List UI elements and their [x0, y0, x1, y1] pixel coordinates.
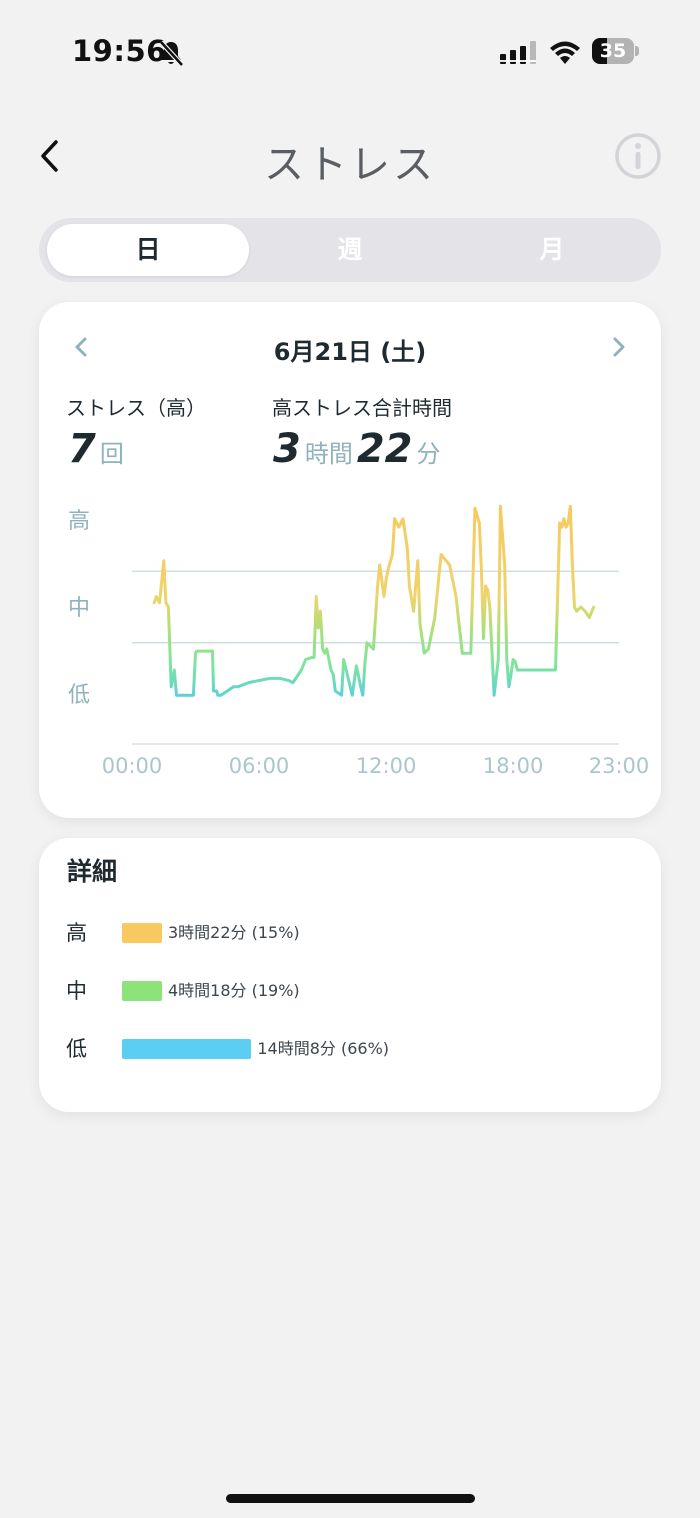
detail-row: 低 14時間8分 (66%): [39, 1034, 661, 1064]
minutes-unit: 分: [416, 440, 441, 468]
detail-bar: [122, 923, 162, 943]
detail-value: 3時間22分 (15%): [168, 923, 300, 942]
high-stress-count-label: ストレス（高）: [66, 396, 206, 420]
x-tick-label: 06:00: [229, 754, 290, 778]
detail-card: 詳細 高 3時間22分 (15%) 中 4時間18分 (19%) 低 14時間8分 (66…: [39, 838, 661, 1112]
detail-row: 高 3時間22分 (15%): [39, 918, 661, 948]
high-stress-duration: 3 時間 22 分: [273, 426, 445, 476]
x-tick-label: 12:00: [356, 754, 417, 778]
info-icon[interactable]: [614, 132, 662, 180]
count-unit: 回: [99, 440, 124, 468]
next-day-button[interactable]: [607, 332, 631, 362]
date-label: 6月21日 (土): [273, 338, 427, 366]
battery-indicator: 35: [592, 38, 639, 64]
cellular-signal-icon: [500, 41, 536, 64]
y-tick-label: 中: [68, 596, 90, 621]
hours-value: 3: [273, 426, 301, 472]
period-tabs: 日 週 月: [39, 218, 661, 282]
status-bar: 19:56 35: [0, 0, 700, 100]
detail-value: 14時間8分 (66%): [257, 1039, 390, 1058]
x-tick-label: 23:00: [589, 754, 650, 778]
detail-level-label: 低: [66, 1037, 87, 1061]
hours-unit: 時間: [304, 440, 353, 468]
stress-series-line: [152, 504, 596, 697]
home-indicator[interactable]: [226, 1494, 475, 1503]
y-tick-label: 低: [68, 683, 90, 708]
detail-row: 中 4時間18分 (19%): [39, 976, 661, 1006]
battery-level: 35: [599, 40, 627, 62]
wifi-icon: [550, 41, 580, 64]
previous-day-button[interactable]: [69, 332, 93, 362]
x-tick-label: 18:00: [483, 754, 544, 778]
minutes-value: 22: [356, 426, 413, 472]
x-tick-label: 00:00: [102, 754, 163, 778]
count-value: 7: [68, 426, 96, 472]
bell-slash-icon: [159, 40, 184, 67]
tab-month[interactable]: 月: [539, 235, 565, 264]
page-title: ストレス: [264, 142, 436, 188]
detail-value: 4時間18分 (19%): [168, 981, 300, 1000]
detail-level-label: 中: [66, 979, 87, 1003]
detail-bar: [122, 1039, 252, 1059]
back-button[interactable]: [34, 136, 70, 176]
status-time: 19:56: [72, 34, 167, 68]
tab-day[interactable]: 日: [47, 224, 249, 276]
detail-title: 詳細: [67, 857, 118, 886]
detail-level-label: 高: [66, 921, 87, 945]
high-stress-total-label: 高ストレス合計時間: [272, 396, 452, 420]
tab-week[interactable]: 週: [337, 235, 363, 264]
detail-bar: [122, 981, 162, 1001]
y-tick-label: 高: [68, 509, 90, 534]
stress-line-chart: 高中低 00:00 06:00 12:00 18:00 23:00: [68, 504, 650, 778]
